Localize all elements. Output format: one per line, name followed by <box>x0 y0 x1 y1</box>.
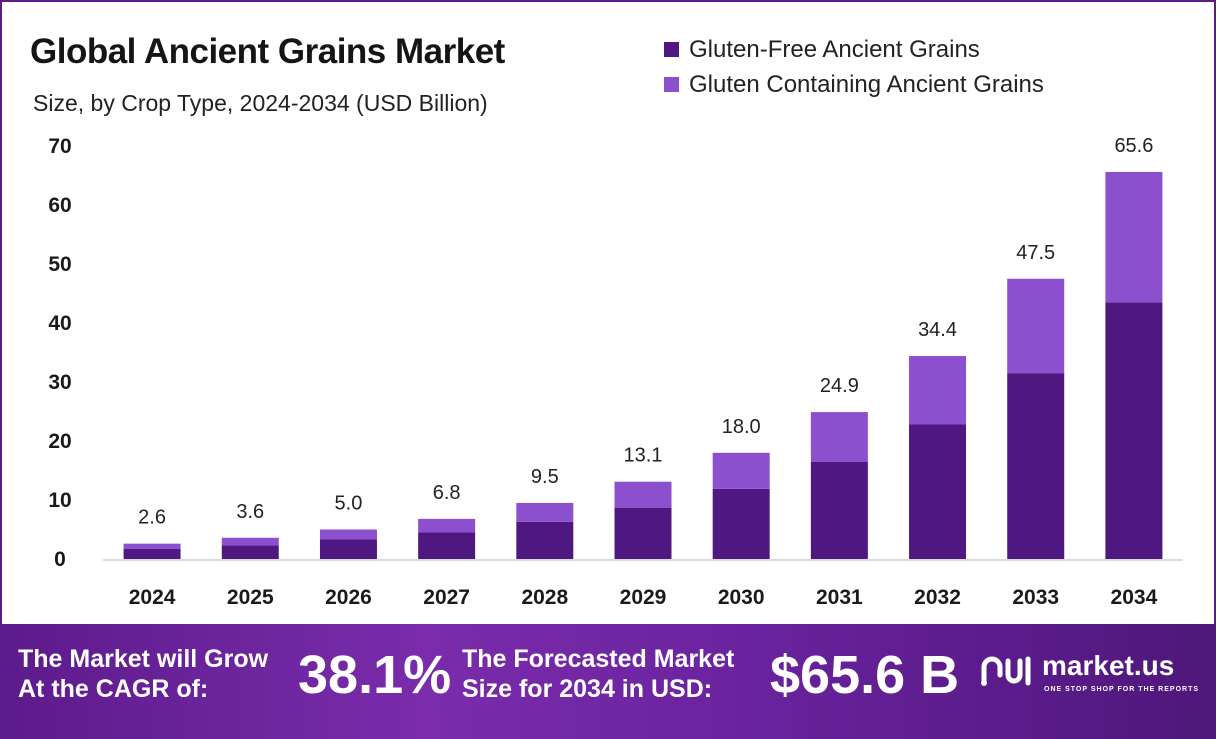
x-tick-label-2026: 2026 <box>325 586 372 609</box>
total-label-2032: 34.4 <box>918 319 957 341</box>
forecast-value: $65.6 B <box>770 645 960 705</box>
bar-gluten-free-2034 <box>1105 302 1163 559</box>
chart-card: Global Ancient Grains Market Size, by Cr… <box>0 0 1216 624</box>
forecast-text-line1: The Forecasted Market <box>462 645 735 673</box>
legend-item-gluten-free: Gluten-Free Ancient Grains <box>664 32 1044 67</box>
legend-label-gluten-containing: Gluten Containing Ancient Grains <box>689 70 1044 98</box>
bar-gluten-free-2031 <box>810 461 868 559</box>
total-label-2031: 24.9 <box>820 375 859 397</box>
y-tick-label-60: 60 <box>48 194 71 217</box>
legend-swatch-gluten-containing <box>664 77 679 92</box>
cagr-value: 38.1% <box>298 645 452 705</box>
x-tick-label-2029: 2029 <box>620 586 667 609</box>
x-tick-label-2025: 2025 <box>227 586 274 609</box>
bar-gluten-containing-2033 <box>1007 278 1065 374</box>
legend-label-gluten-free: Gluten-Free Ancient Grains <box>689 35 980 63</box>
bar-gluten-containing-2027 <box>418 518 476 533</box>
chart-subtitle: Size, by Crop Type, 2024-2034 (USD Billi… <box>33 90 488 116</box>
x-tick-label-2030: 2030 <box>718 586 765 609</box>
bar-gluten-free-2026 <box>319 539 377 559</box>
bar-gluten-free-2030 <box>712 488 770 559</box>
bar-gluten-containing-2032 <box>909 356 967 425</box>
total-label-2034: 65.6 <box>1114 135 1153 157</box>
forecast-text-line2: Size for 2034 in USD: <box>462 675 713 703</box>
legend: Gluten-Free Ancient Grains Gluten Contai… <box>664 32 1044 102</box>
x-tick-label-2031: 2031 <box>816 586 863 609</box>
y-tick-label-70: 70 <box>48 135 71 158</box>
total-label-2029: 13.1 <box>624 445 663 467</box>
brand-tagline: ONE STOP SHOP FOR THE REPORTS <box>1044 686 1200 693</box>
bar-gluten-free-2024 <box>123 548 181 559</box>
total-label-2028: 9.5 <box>531 466 559 488</box>
bar-gluten-containing-2030 <box>712 452 770 489</box>
bar-gluten-free-2025 <box>221 545 279 559</box>
bar-gluten-containing-2028 <box>516 502 574 522</box>
legend-swatch-gluten-free <box>664 42 679 57</box>
bar-gluten-free-2027 <box>418 532 476 559</box>
x-tick-label-2027: 2027 <box>423 586 470 609</box>
total-label-2030: 18.0 <box>722 416 761 438</box>
bar-gluten-containing-2026 <box>319 529 377 540</box>
x-tick-label-2028: 2028 <box>521 586 568 609</box>
y-tick-label-0: 0 <box>54 548 66 571</box>
bar-gluten-free-2032 <box>909 424 967 559</box>
bar-gluten-containing-2024 <box>123 543 181 549</box>
cagr-text-line1: The Market will Grow <box>18 645 269 673</box>
cagr-text-line2: At the CAGR of: <box>18 675 209 703</box>
total-label-2033: 47.5 <box>1016 242 1055 264</box>
y-tick-label-20: 20 <box>48 430 71 453</box>
y-tick-label-30: 30 <box>48 371 71 394</box>
x-tick-label-2034: 2034 <box>1111 586 1158 609</box>
total-label-2025: 3.6 <box>236 501 264 523</box>
forecast-text: The Forecasted Market Size for 2034 in U… <box>462 644 734 704</box>
bar-gluten-free-2033 <box>1007 373 1065 559</box>
market-us-logo-icon <box>981 656 1031 686</box>
footer-banner: The Market will Grow At the CAGR of: 38.… <box>0 624 1216 739</box>
bar-chart: 0102030405060702.620243.620255.020266.82… <box>48 135 1183 609</box>
total-label-2024: 2.6 <box>138 507 166 529</box>
legend-item-gluten-containing: Gluten Containing Ancient Grains <box>664 67 1044 102</box>
bar-gluten-containing-2025 <box>221 537 279 546</box>
bar-gluten-free-2029 <box>614 507 672 559</box>
total-label-2027: 6.8 <box>433 482 461 504</box>
brand-name: market.us <box>1042 650 1175 681</box>
total-label-2026: 5.0 <box>335 493 363 515</box>
x-tick-label-2024: 2024 <box>129 586 176 609</box>
cagr-text: The Market will Grow At the CAGR of: <box>18 644 268 704</box>
bar-gluten-containing-2031 <box>810 412 868 462</box>
bar-gluten-containing-2029 <box>614 481 672 508</box>
y-tick-label-40: 40 <box>48 312 71 335</box>
y-tick-label-50: 50 <box>48 253 71 276</box>
x-tick-label-2032: 2032 <box>914 586 961 609</box>
x-tick-label-2033: 2033 <box>1012 586 1059 609</box>
chart-title: Global Ancient Grains Market <box>30 32 505 71</box>
bar-gluten-free-2028 <box>516 521 574 559</box>
y-tick-label-10: 10 <box>48 489 71 512</box>
bar-gluten-containing-2034 <box>1105 171 1163 303</box>
